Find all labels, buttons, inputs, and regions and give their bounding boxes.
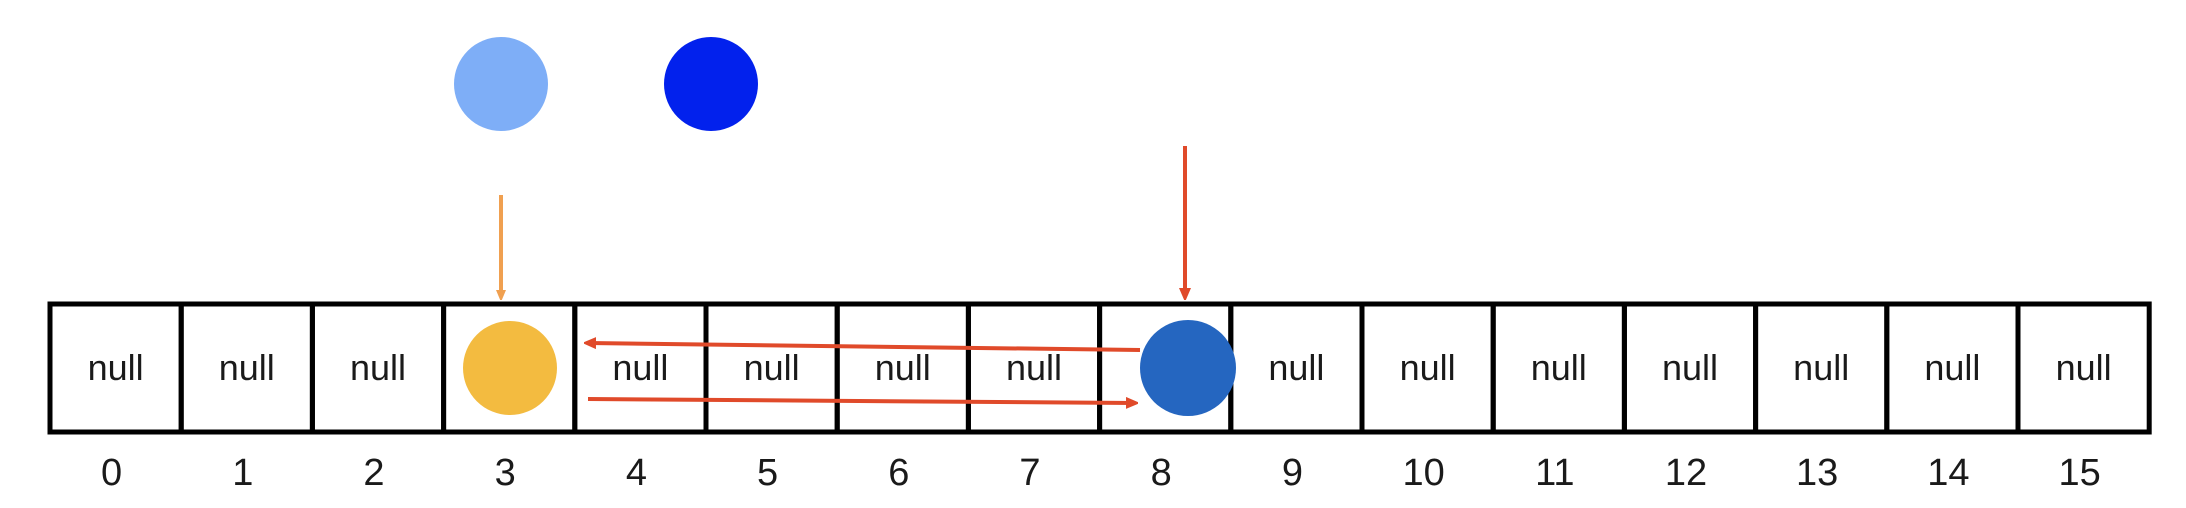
array-cell-value: null: [88, 347, 144, 388]
array-cell: [2015, 301, 2152, 435]
array-cell-value: null: [744, 347, 800, 388]
array-index-label: 2: [363, 452, 384, 494]
array-index-label: 7: [1019, 452, 1040, 494]
array-index-label: 4: [626, 452, 647, 494]
array-index-label: 0: [101, 452, 122, 494]
array-index-label: 9: [1282, 452, 1303, 494]
array-index-label: 6: [888, 452, 909, 494]
array-cell-value: null: [1006, 347, 1062, 388]
array-index-label: 12: [1665, 452, 1707, 494]
array-cell-value: null: [350, 347, 406, 388]
array-cell-value: null: [1793, 347, 1849, 388]
array-index-labels: 0 1 2 3 4 5 6 7 8 9 10 11 12 13 14 15: [101, 452, 2101, 494]
array-index-label: 15: [2058, 452, 2100, 494]
array-cell-value: null: [612, 347, 668, 388]
array-cell-value: null: [219, 347, 275, 388]
array-index-label: 1: [232, 452, 253, 494]
array-index-label: 14: [1927, 452, 1969, 494]
orange-dot-in-slot-3: [463, 321, 557, 415]
array-cell-value: null: [1400, 347, 1456, 388]
array-index-label: 5: [757, 452, 778, 494]
array-cell-value: null: [2056, 347, 2112, 388]
bright-blue-dot: [664, 37, 758, 131]
array-cell-value: null: [875, 347, 931, 388]
array-index-label: 3: [495, 452, 516, 494]
array-index-label: 11: [1535, 452, 1574, 494]
array-cell-value: null: [1531, 347, 1587, 388]
array-index-label: 8: [1151, 452, 1172, 494]
array-cells: null null null null null null null null null null…: [47, 301, 2152, 435]
array-index-label: 13: [1796, 452, 1838, 494]
array-index-label: 10: [1402, 452, 1444, 494]
light-blue-dot: [454, 37, 548, 131]
red-right-arrow: [587, 399, 1134, 403]
red-left-arrow: [588, 343, 1141, 352]
array-cell-value: null: [1268, 347, 1324, 388]
dark-blue-dot-in-slot-8: [1140, 320, 1236, 416]
array-cell-value: null: [1662, 347, 1718, 388]
array-cell-value: null: [1924, 347, 1980, 388]
